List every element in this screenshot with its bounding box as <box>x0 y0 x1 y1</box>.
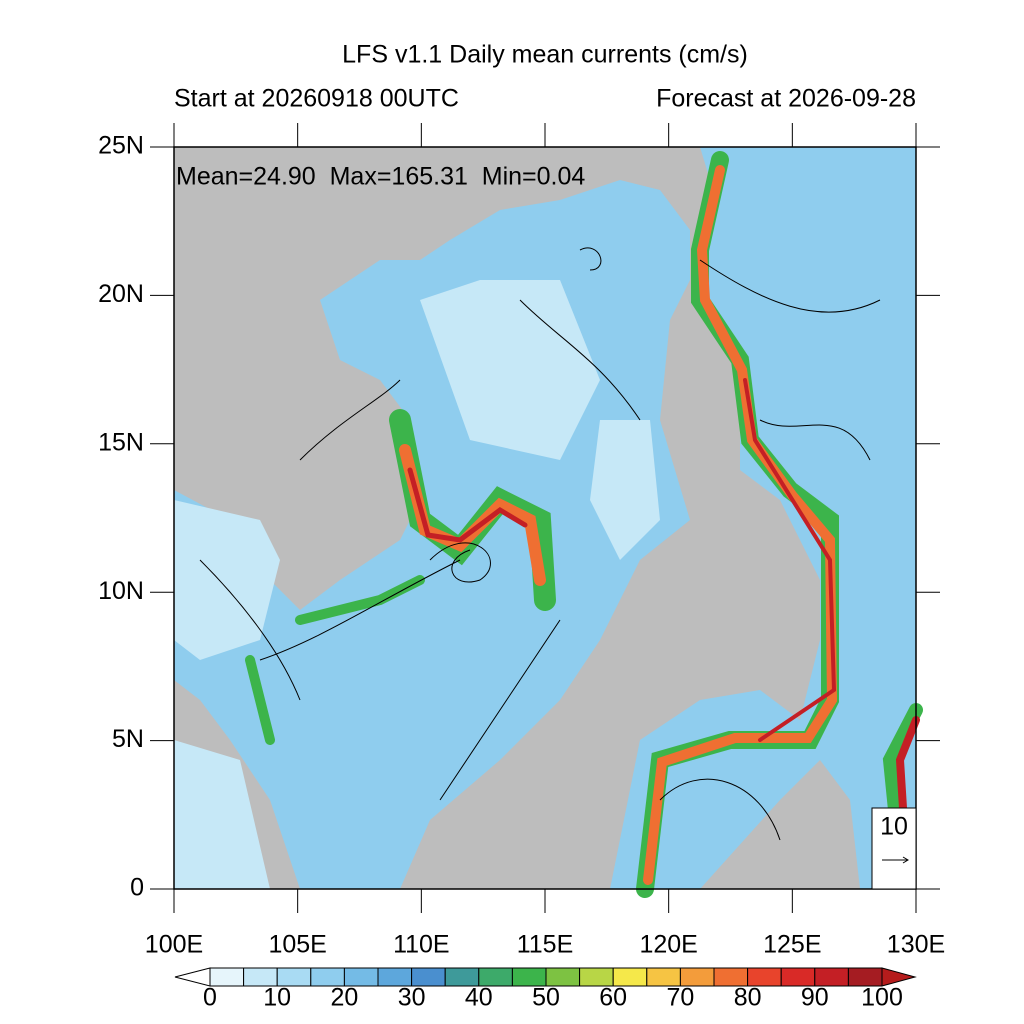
axes: 100E 105E 110E 115E 120E 125E 130E 0 5N 10N 15N 20N… <box>98 123 945 959</box>
colorbar-label: 60 <box>599 984 627 1012</box>
x-tick-label: 110E <box>393 931 450 959</box>
map-area: Mean=24.90 Max=165.31 Min=0.04 10 <box>173 146 923 898</box>
colorbar-label: 50 <box>532 984 560 1012</box>
ocean <box>610 147 916 889</box>
colorbar-under <box>174 967 211 987</box>
reference-box <box>871 807 917 890</box>
title: LFS v1.1 Daily mean currents (cm/s) <box>342 41 748 69</box>
x-tick-label: 130E <box>887 931 945 959</box>
y-tick-label: 20N <box>98 280 144 308</box>
y-tick-label: 25N <box>98 132 144 160</box>
x-tick-label: 115E <box>517 931 574 959</box>
colorbar-label: 30 <box>398 984 426 1012</box>
forecast-time: Forecast at 2026-09-28 <box>656 85 916 113</box>
colorbar-label: 70 <box>666 984 694 1012</box>
x-tick-label: 105E <box>268 931 326 959</box>
colorbar-label: 10 <box>263 984 291 1012</box>
statistics: Mean=24.90 Max=165.31 Min=0.04 <box>176 163 585 191</box>
streamlines <box>199 247 881 841</box>
colorbar-label: 100 <box>861 984 903 1012</box>
start-time: Start at 20260918 00UTC <box>174 85 459 113</box>
colorbar-label: 0 <box>203 984 217 1012</box>
colorbar-label: 40 <box>465 984 493 1012</box>
colorbar-over <box>881 967 917 987</box>
colorbar-label: 80 <box>734 984 762 1012</box>
colorbar: 0 10 20 30 40 50 60 70 80 90 100 <box>174 967 917 1012</box>
colorbar-label: 20 <box>330 984 358 1012</box>
reference-label: 10 <box>880 813 908 841</box>
ocean <box>174 280 660 889</box>
x-tick-label: 120E <box>639 931 697 959</box>
y-tick-label: 15N <box>98 428 144 456</box>
colorbar-label: 90 <box>801 984 829 1012</box>
reference-arrowhead <box>902 856 909 864</box>
x-tick-label: 100E <box>145 931 203 959</box>
x-tick-label: 125E <box>763 931 821 959</box>
current-jets <box>245 151 923 898</box>
y-tick-label: 0 <box>130 874 144 902</box>
y-tick-label: 10N <box>98 577 144 605</box>
y-tick-label: 5N <box>112 725 144 753</box>
